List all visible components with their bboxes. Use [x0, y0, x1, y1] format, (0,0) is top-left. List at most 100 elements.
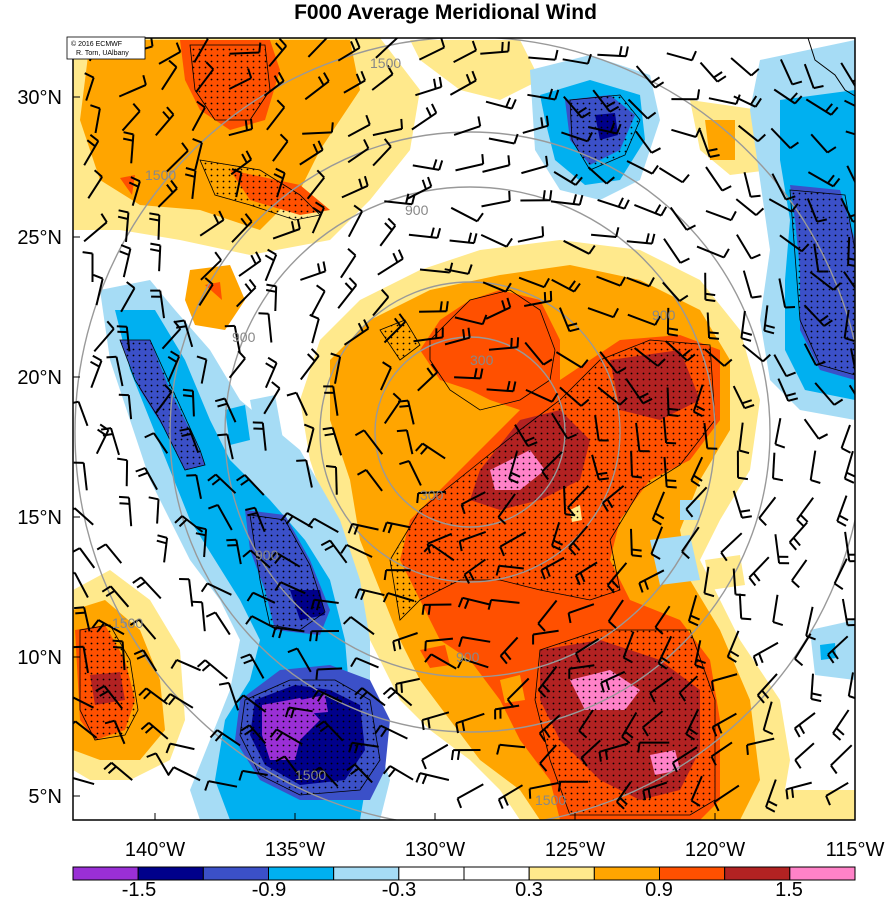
wind-barb-flag	[567, 433, 577, 440]
wind-barb-flag	[144, 432, 155, 439]
wind-barb-flag	[619, 276, 626, 287]
y-tick-label: 15°N	[17, 507, 62, 529]
wind-barb	[128, 497, 133, 527]
wind-barb-flag	[649, 692, 656, 703]
wind-barb	[266, 106, 286, 131]
wind-barb	[406, 185, 432, 200]
wind-barb	[140, 576, 162, 600]
wind-barb	[758, 496, 777, 519]
wind-barb-flag	[549, 190, 553, 201]
wind-barb-flag	[138, 471, 149, 478]
wind-barb	[480, 233, 508, 248]
wind-barb	[630, 450, 633, 477]
wind-barbs	[73, 32, 876, 813]
wind-barb-flag	[149, 217, 160, 222]
wind-barb-flag	[374, 725, 382, 735]
wind-barb	[199, 219, 225, 237]
wind-barb-flag	[572, 542, 581, 552]
wind-barb-flag	[84, 72, 95, 79]
credit-line-2: R. Torn, UAlbany	[76, 50, 129, 57]
wind-barb	[703, 566, 710, 594]
wind-barb	[169, 742, 195, 751]
wind-barb-flag	[667, 333, 678, 337]
wind-barb	[508, 450, 519, 480]
wind-barb	[267, 313, 273, 343]
wind-barb-flag	[765, 806, 776, 813]
wind-barb-flag	[174, 515, 183, 524]
wind-barb	[592, 89, 611, 113]
wind-barb	[311, 318, 320, 344]
wind-barb	[421, 442, 446, 460]
ring-label: 1500	[112, 615, 143, 631]
wind-barb-flag	[545, 566, 551, 577]
wind-barb	[843, 271, 855, 290]
wind-barb-flag	[705, 298, 716, 302]
wind-barb-flag	[424, 653, 432, 663]
wind-barb	[563, 95, 583, 119]
wind-barb-flag	[772, 621, 784, 627]
wind-barb	[223, 398, 237, 423]
wind-barb	[335, 467, 338, 495]
wind-barb-flag	[651, 147, 661, 154]
wind-barb	[334, 356, 342, 384]
wind-barb-flag	[856, 83, 865, 87]
wind-barb-flag	[827, 654, 835, 664]
wind-barb-flag	[136, 653, 147, 660]
wind-barb-flag	[307, 517, 315, 528]
wind-barb	[191, 390, 195, 417]
wind-barb-flag	[182, 394, 194, 398]
wind-barb-flag	[128, 181, 139, 188]
wind-barb-flag	[354, 588, 361, 599]
wind-barb-flag	[654, 81, 665, 89]
wind-barb-flag	[616, 123, 622, 134]
wind-barb-flag	[311, 689, 319, 700]
wind-barb	[634, 203, 662, 217]
colorbar-label: -0.9	[252, 879, 286, 900]
wind-barb-flag	[872, 131, 876, 140]
wind-barb	[742, 270, 753, 298]
wind-barb	[575, 561, 598, 577]
wind-barb-flag	[580, 359, 589, 369]
wind-barb-flag	[668, 407, 679, 411]
wind-barb-flag	[320, 539, 331, 547]
wind-barb	[485, 100, 513, 110]
wind-barb-flag	[89, 32, 98, 36]
wind-barb	[444, 268, 469, 275]
wind-barb-flag	[457, 597, 464, 608]
wind-barb-flag	[713, 71, 723, 79]
wind-barb-flag	[816, 218, 828, 223]
wind-barb-flag	[785, 392, 796, 397]
wind-barb	[578, 709, 594, 732]
ring-label: 900	[405, 202, 429, 218]
wind-barb-flag	[641, 726, 649, 737]
wind-barb-flag	[767, 800, 778, 807]
wind-barb	[242, 694, 267, 713]
wind-barb	[113, 720, 126, 745]
wind-barb-flag	[330, 122, 334, 133]
wind-barb	[626, 160, 653, 175]
y-tick-label: 20°N	[17, 367, 62, 389]
wind-barb-flag	[479, 368, 484, 379]
wind-barb-flag	[214, 397, 226, 403]
wind-barb-flag	[400, 118, 403, 129]
wind-barb-flag	[694, 127, 701, 138]
wind-barb-flag	[436, 228, 442, 239]
colorbar-label: 1.5	[775, 879, 803, 900]
wind-barb-flag	[477, 116, 482, 127]
wind-barb	[748, 556, 770, 579]
wind-barb	[377, 257, 404, 276]
wind-barb	[486, 388, 514, 393]
wind-barb-flag	[132, 576, 142, 584]
wind-barb-flag	[355, 73, 362, 84]
wind-barb-flag	[426, 367, 434, 377]
wind-barb	[302, 131, 332, 135]
wind-barb	[173, 766, 201, 782]
wind-barb-flag	[231, 168, 242, 174]
wind-barb-flag	[496, 744, 501, 755]
wind-barb-flag	[243, 658, 254, 665]
wind-barb-flag	[792, 537, 801, 547]
wind-barb-flag	[615, 227, 620, 238]
wind-barb	[753, 641, 779, 658]
wind-barb-flag	[557, 781, 562, 792]
wind-barb	[82, 646, 89, 674]
